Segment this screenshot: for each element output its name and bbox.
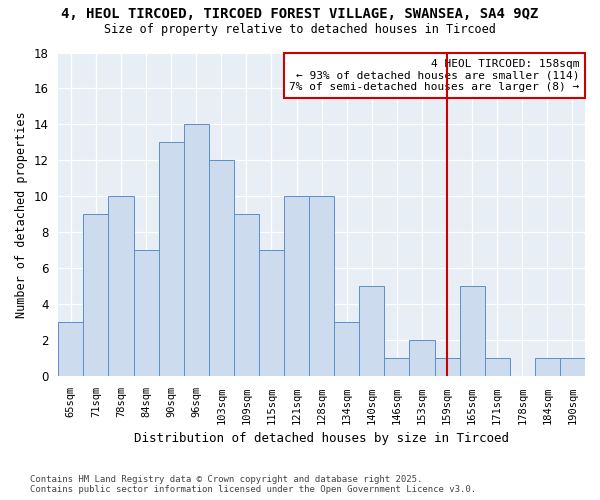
Bar xyxy=(134,250,158,376)
Bar xyxy=(209,160,234,376)
Text: 4, HEOL TIRCOED, TIRCOED FOREST VILLAGE, SWANSEA, SA4 9QZ: 4, HEOL TIRCOED, TIRCOED FOREST VILLAGE,… xyxy=(61,8,539,22)
Bar xyxy=(234,214,259,376)
Bar xyxy=(485,358,510,376)
Bar xyxy=(535,358,560,376)
Text: Size of property relative to detached houses in Tircoed: Size of property relative to detached ho… xyxy=(104,22,496,36)
X-axis label: Distribution of detached houses by size in Tircoed: Distribution of detached houses by size … xyxy=(134,432,509,445)
Bar xyxy=(83,214,109,376)
Bar xyxy=(385,358,409,376)
Bar xyxy=(334,322,359,376)
Y-axis label: Number of detached properties: Number of detached properties xyxy=(15,111,28,318)
Text: 4 HEOL TIRCOED: 158sqm
← 93% of detached houses are smaller (114)
7% of semi-det: 4 HEOL TIRCOED: 158sqm ← 93% of detached… xyxy=(289,59,580,92)
Bar xyxy=(460,286,485,376)
Bar xyxy=(109,196,134,376)
Bar xyxy=(409,340,434,376)
Bar xyxy=(434,358,460,376)
Bar xyxy=(359,286,385,376)
Bar xyxy=(259,250,284,376)
Text: Contains HM Land Registry data © Crown copyright and database right 2025.
Contai: Contains HM Land Registry data © Crown c… xyxy=(30,474,476,494)
Bar xyxy=(158,142,184,376)
Bar xyxy=(284,196,309,376)
Bar xyxy=(184,124,209,376)
Bar xyxy=(58,322,83,376)
Bar xyxy=(560,358,585,376)
Bar xyxy=(309,196,334,376)
